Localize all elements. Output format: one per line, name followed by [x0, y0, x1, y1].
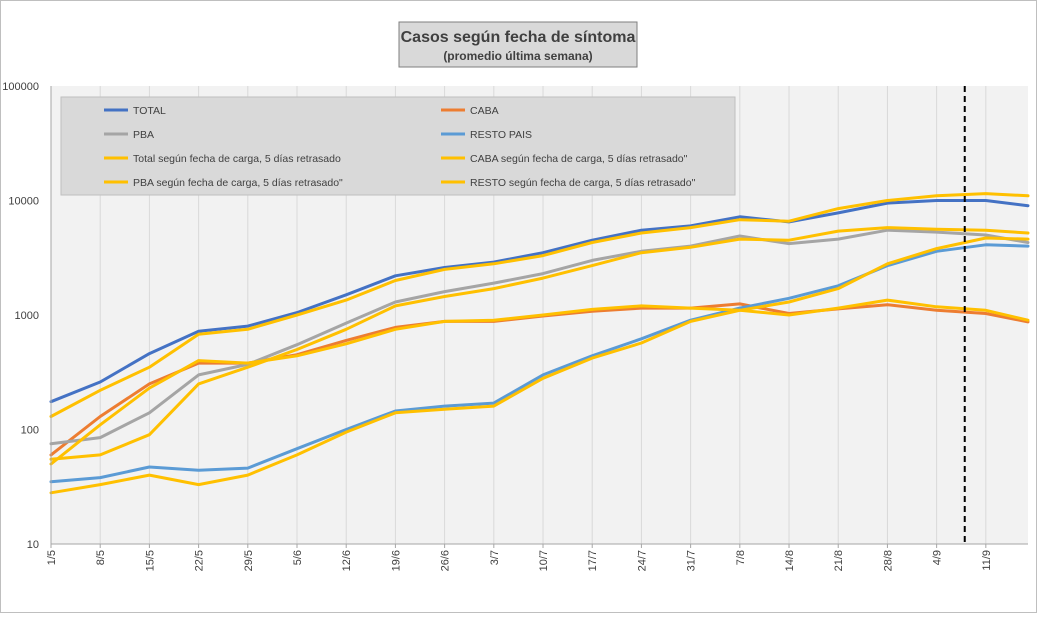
x-tick-label: 8/5: [95, 550, 107, 565]
y-tick-label: 100: [21, 425, 39, 437]
legend-label: PBA: [133, 129, 154, 141]
chart-title-box: Casos según fecha de síntoma (promedio ú…: [398, 21, 638, 68]
x-tick-label: 22/5: [194, 550, 206, 571]
series-line-1: [49, 199, 1030, 404]
legend-label: RESTO PAIS: [470, 129, 532, 141]
legend: TOTAL CABA PBA RESTO PAIS Total según fecha …: [60, 96, 736, 196]
x-tick-label: 15/5: [144, 550, 156, 571]
y-tick-label: 10: [27, 539, 39, 551]
x-tick-label: 5/6: [292, 550, 304, 565]
x-tick-label: 14/8: [784, 550, 796, 571]
x-tick-label: 3/7: [489, 550, 501, 565]
y-tick-label: 1000: [15, 310, 39, 322]
x-tick-label: 4/9: [932, 550, 944, 565]
x-tick-label: 26/6: [440, 550, 452, 571]
x-axis-ticks: 1/5 8/5 15/5 22/5 29/5 5/6 12/6 19/6 26/6 3/7 10/7…: [46, 544, 993, 571]
y-tick-label: 100000: [2, 81, 39, 93]
x-tick-label: 24/7: [636, 550, 648, 571]
legend-label: TOTAL: [133, 105, 166, 117]
series-line-3: [49, 228, 1030, 446]
chart-title: Casos según fecha de síntoma: [401, 29, 636, 46]
x-tick-label: 19/6: [390, 550, 402, 571]
x-tick-label: 11/9: [981, 550, 993, 571]
x-tick-label: 12/6: [341, 550, 353, 571]
x-tick-label: 21/8: [833, 550, 845, 571]
legend-label: CABA según fecha de carga, 5 días retras…: [470, 153, 688, 165]
x-tick-label: 17/7: [587, 550, 599, 571]
series-line-5: [49, 192, 1030, 418]
x-tick-label: 28/8: [882, 550, 894, 571]
chart-subtitle: (promedio última semana): [443, 49, 592, 63]
x-tick-label: 31/7: [686, 550, 698, 571]
legend-label: RESTO según fecha de carga, 5 días retra…: [470, 177, 696, 189]
x-tick-label: 10/7: [538, 550, 550, 571]
y-axis-ticks: 10 100 1000 10000 100000: [2, 81, 1028, 551]
legend-label: PBA según fecha de carga, 5 días retrasa…: [133, 177, 343, 189]
series-line-8: [49, 236, 1030, 495]
series-line-6: [49, 298, 1030, 466]
series-lines: [49, 192, 1030, 495]
x-tick-label: 1/5: [46, 550, 58, 565]
x-tick-label: 7/8: [735, 550, 747, 565]
legend-label: Total según fecha de carga, 5 días retra…: [133, 153, 341, 165]
x-tick-label: 29/5: [243, 550, 255, 571]
y-tick-label: 10000: [8, 196, 39, 208]
series-line-7: [49, 226, 1030, 461]
legend-label: CABA: [470, 105, 499, 117]
